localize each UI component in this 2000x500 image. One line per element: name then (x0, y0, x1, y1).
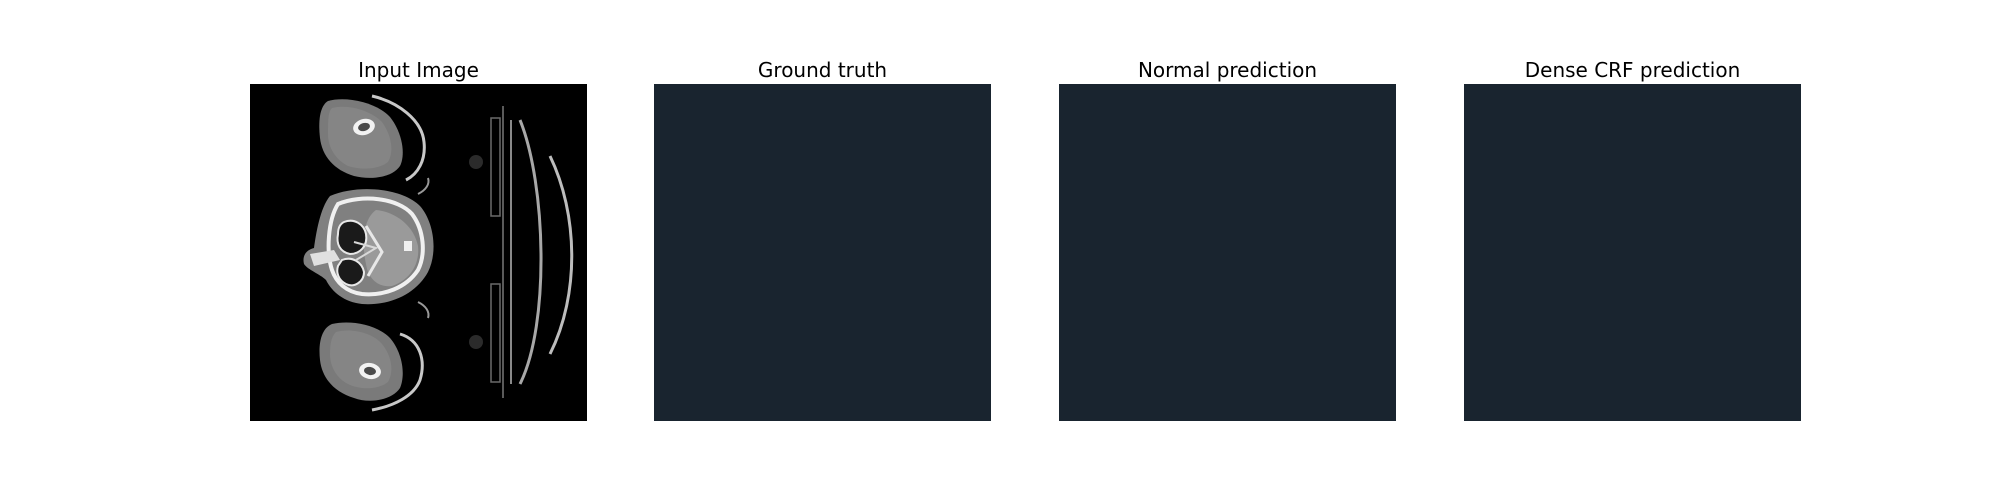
normal-prediction-image (1059, 84, 1396, 421)
ground-truth-panel: Ground truth (654, 55, 991, 85)
input-image-panel: Input Image (250, 55, 587, 85)
dense-crf-prediction-panel: Dense CRF prediction (1464, 55, 1801, 85)
normal-prediction-panel: Normal prediction (1059, 55, 1396, 85)
dense-crf-prediction-image (1464, 84, 1801, 421)
dense-crf-prediction-title: Dense CRF prediction (1464, 55, 1801, 85)
input-image-title: Input Image (250, 55, 587, 85)
ground-truth-title: Ground truth (654, 55, 991, 85)
ground-truth-image (654, 84, 991, 421)
normal-prediction-title: Normal prediction (1059, 55, 1396, 85)
ct-scan-image (250, 84, 587, 421)
